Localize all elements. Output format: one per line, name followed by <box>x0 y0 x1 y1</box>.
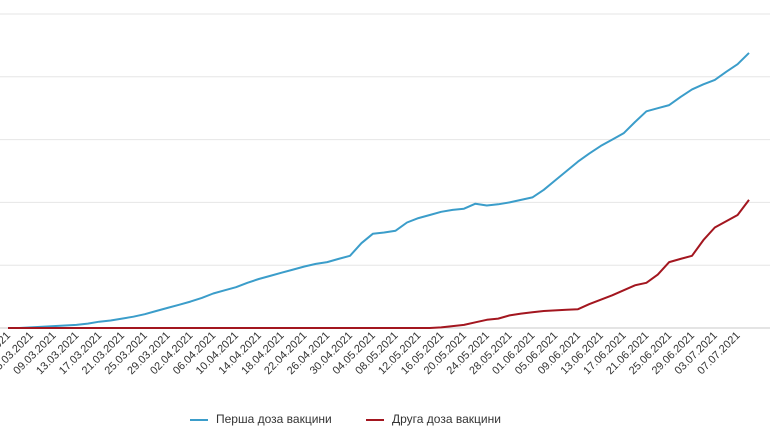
legend-label: Друга доза вакцини <box>392 412 501 426</box>
legend-label: Перша доза вакцини <box>216 412 332 426</box>
series-line <box>8 52 750 329</box>
series-line <box>8 199 750 329</box>
